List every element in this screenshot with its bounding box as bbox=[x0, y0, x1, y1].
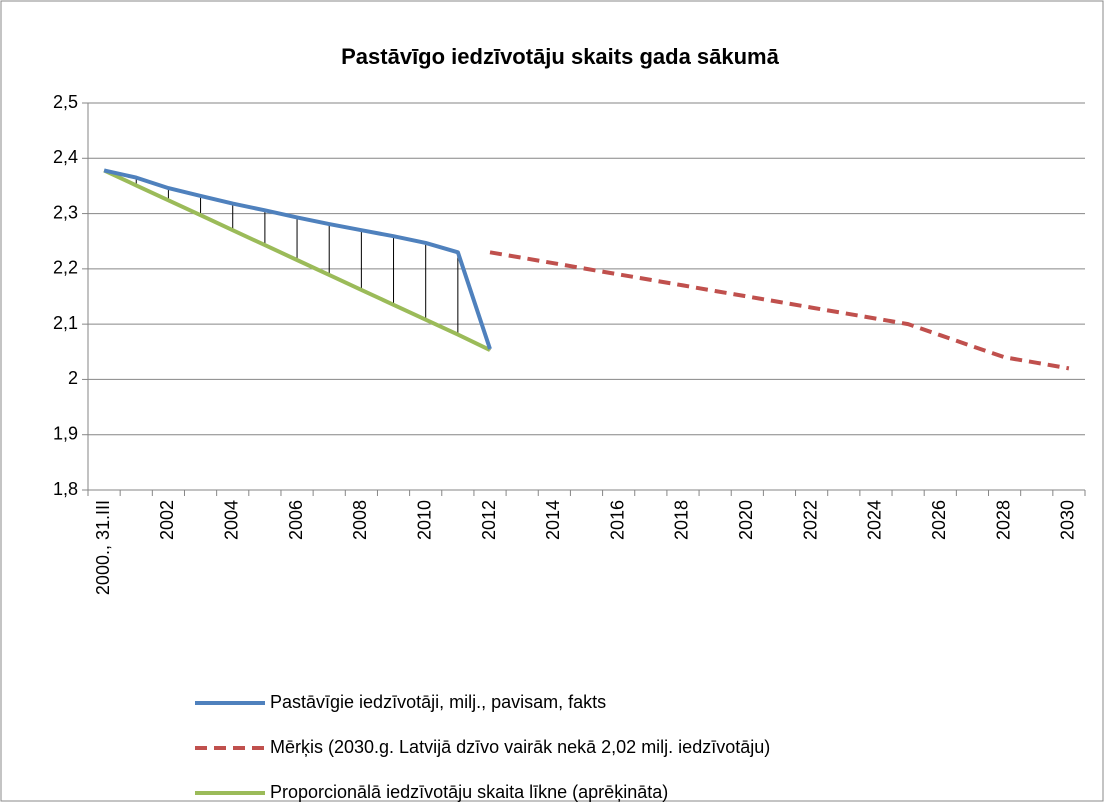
series-line bbox=[103, 168, 491, 352]
legend-label: Mērķis (2030.g. Latvijā dzīvo vairāk nek… bbox=[270, 737, 770, 757]
x-tick-label: 2018 bbox=[672, 500, 692, 540]
x-tick-label: 2012 bbox=[479, 500, 499, 540]
x-tick-label: 2004 bbox=[221, 500, 241, 540]
x-tick-label: 2030 bbox=[1058, 500, 1078, 540]
x-tick-label: 2022 bbox=[800, 500, 820, 540]
x-tick-label: 2000., 31.III bbox=[93, 500, 113, 595]
x-tick-label: 2010 bbox=[414, 500, 434, 540]
series-line bbox=[103, 168, 492, 350]
x-tick-label: 2002 bbox=[157, 500, 177, 540]
x-tick-label: 2020 bbox=[736, 500, 756, 540]
x-tick-label: 2026 bbox=[929, 500, 949, 540]
y-tick-label: 2,5 bbox=[53, 92, 78, 112]
y-tick-label: 2,2 bbox=[53, 258, 78, 278]
y-tick-label: 2 bbox=[68, 368, 78, 388]
x-tick-label: 2028 bbox=[993, 500, 1013, 540]
x-tick-label: 2008 bbox=[350, 500, 370, 540]
y-tick-label: 1,8 bbox=[53, 479, 78, 499]
y-tick-label: 2,3 bbox=[53, 202, 78, 222]
x-tick-label: 2006 bbox=[286, 500, 306, 540]
legend-label: Pastāvīgie iedzīvotāji, milj., pavisam, … bbox=[270, 692, 606, 712]
y-tick-label: 1,9 bbox=[53, 423, 78, 443]
x-tick-label: 2024 bbox=[865, 500, 885, 540]
series-line bbox=[489, 250, 1070, 371]
legend-label: Proporcionālā iedzīvotāju skaita līkne (… bbox=[270, 782, 668, 802]
chart-title: Pastāvīgo iedzīvotāju skaits gada sākumā bbox=[341, 44, 779, 69]
y-tick-label: 2,1 bbox=[53, 313, 78, 333]
x-tick-label: 2014 bbox=[543, 500, 563, 540]
x-tick-label: 2016 bbox=[607, 500, 627, 540]
y-tick-label: 2,4 bbox=[53, 147, 78, 167]
